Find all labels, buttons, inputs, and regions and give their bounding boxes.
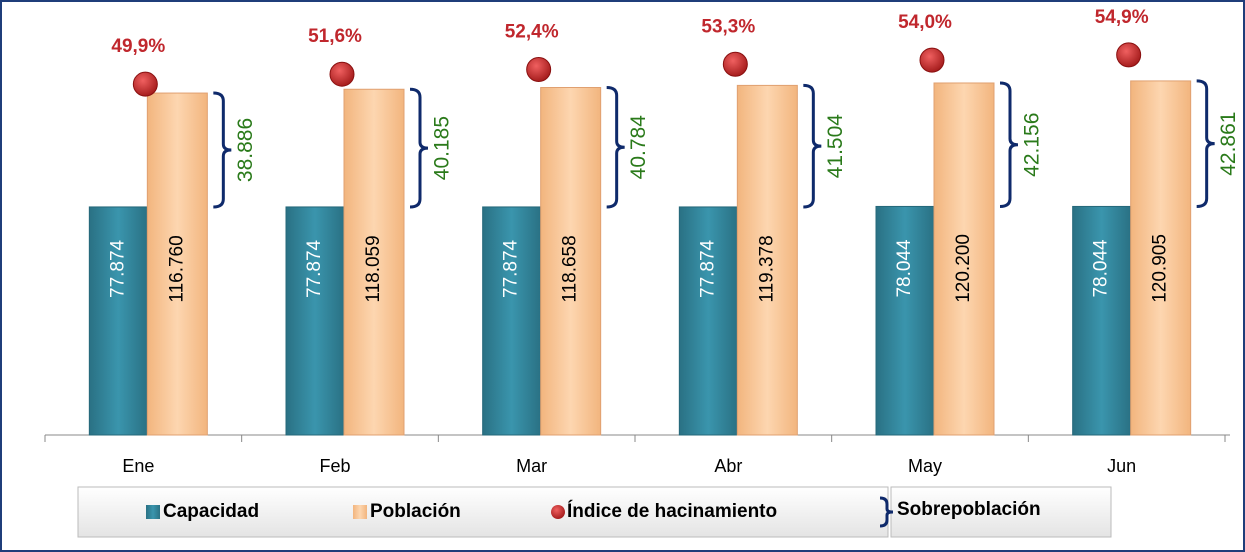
legend-box [77,486,889,538]
bar-label: 119.378 [756,235,777,302]
index-dot [132,71,158,97]
bar [285,206,345,436]
legend-label: Sobrepoblación [897,499,1041,520]
index-label: 52,4% [505,22,559,43]
legend-box [890,486,1112,538]
x-tick-label: Mar [516,456,547,476]
index-label: 54,0% [898,12,952,33]
bracket [999,81,1019,208]
index-dot [526,57,552,83]
bar [146,92,208,436]
legend-label: Capacidad [163,501,259,522]
index-label: 49,9% [111,36,165,57]
bar [933,82,995,436]
bracket-label: 42.861 [1217,112,1240,176]
x-tick-label: Jun [1107,456,1136,476]
bar [540,87,602,436]
bar-label: 120.905 [1150,234,1171,303]
bar-label: 77.874 [304,239,325,298]
bar [343,88,405,436]
bar-label: 120.200 [953,234,974,303]
bar-label: 78.044 [1091,239,1112,298]
index-dot [329,61,355,87]
bar [736,84,798,436]
legend-swatch [353,505,367,519]
x-tick-label: Abr [714,456,742,476]
index-dot [919,47,945,73]
bracket [803,83,822,209]
legend-label: Población [370,501,461,522]
bar [1130,80,1192,436]
bar-label: 118.059 [363,235,384,302]
bar-label: 118.658 [560,235,581,302]
x-tick-label: Feb [319,456,350,476]
bracket-label: 38.886 [234,118,257,182]
x-tick-label: May [908,456,942,476]
bar [875,205,935,436]
legend-swatch [551,505,565,519]
bracket [409,87,429,209]
bar-label: 77.874 [697,239,718,298]
bar [678,206,738,436]
bar [1072,205,1132,436]
bracket-label: 41.504 [824,114,847,179]
bar-label: 116.760 [166,235,187,302]
index-label: 53,3% [701,16,755,37]
legend-swatch [146,505,160,519]
bracket [213,91,232,209]
legend-swatch [879,496,894,528]
bracket-label: 40.185 [431,116,454,180]
bracket-label: 42.156 [1021,113,1044,177]
legend-label: Índice de hacinamiento [567,500,777,522]
bar-label: 77.874 [107,239,128,298]
index-dot [722,51,748,77]
index-label: 54,9% [1095,7,1149,28]
index-dot [1116,42,1142,68]
index-label: 51,6% [308,26,362,47]
x-tick-label: Ene [122,456,154,476]
bar-label: 78.044 [894,239,915,298]
bar [482,206,542,436]
bracket-label: 40.784 [627,115,650,180]
bar-label: 77.874 [501,239,522,298]
